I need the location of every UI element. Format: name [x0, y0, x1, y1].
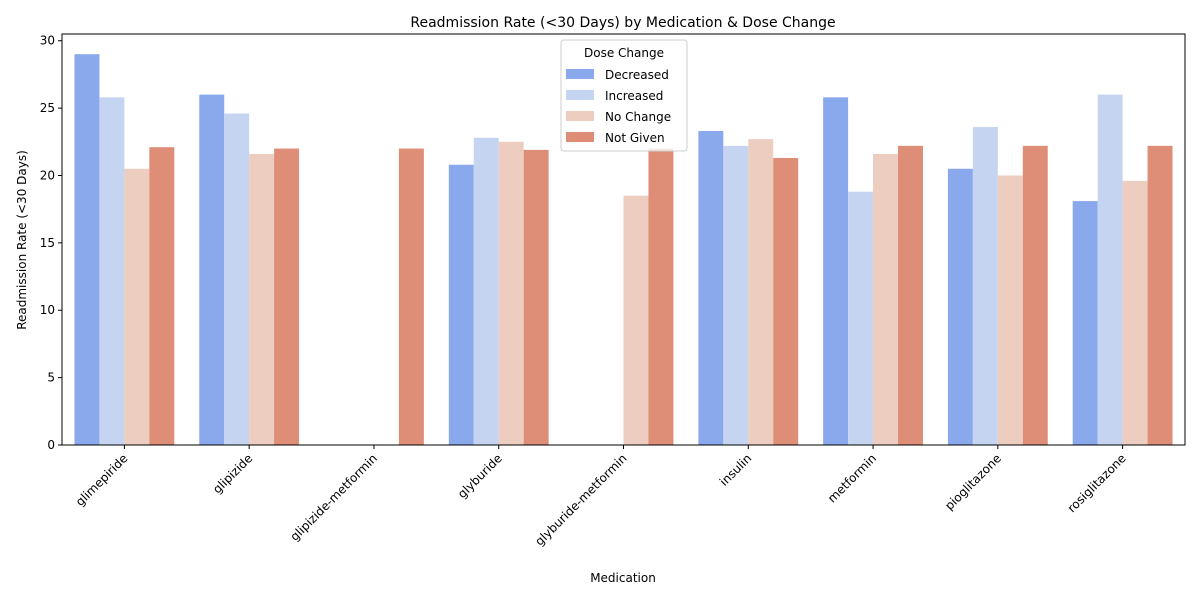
x-tick-label: glimepiride [73, 451, 131, 509]
bar-decreased-glimepiride [74, 54, 100, 446]
bars-group [74, 54, 1173, 446]
x-tick-label: insulin [717, 451, 755, 489]
x-tick-label: pioglitazone [942, 451, 1004, 513]
legend-title: Dose Change [584, 46, 664, 60]
bar-no-change-glipizide [249, 153, 275, 445]
bar-no-change-glimepiride [124, 168, 150, 445]
bar-decreased-pioglitazone [947, 168, 973, 445]
legend-frame [560, 39, 688, 152]
legend-label: Increased [605, 89, 663, 103]
bar-increased-glimepiride [99, 97, 125, 445]
bar-not-given-glyburide [523, 149, 549, 445]
legend: Dose Change Decreased Increased No Change N… [560, 39, 688, 152]
legend-label: Decreased [605, 68, 669, 82]
legend-swatch [566, 69, 594, 79]
bar-increased-glyburide [473, 137, 499, 445]
bar-increased-insulin [723, 145, 749, 445]
bar-no-change-insulin [748, 139, 774, 446]
bar-not-given-glipizide-metformin [398, 148, 424, 446]
bar-not-given-insulin [773, 157, 799, 445]
bar-decreased-glyburide [448, 164, 474, 445]
y-tick-label: 30 [40, 34, 55, 48]
legend-swatch [566, 132, 594, 142]
y-tick-label: 10 [40, 303, 55, 317]
legend-entries: Decreased Increased No Change Not Given [566, 68, 671, 145]
bar-not-given-pioglitazone [1022, 145, 1048, 445]
chart-title: Readmission Rate (<30 Days) by Medicatio… [410, 15, 835, 31]
x-tick-label: metformin [825, 451, 879, 505]
bar-increased-pioglitazone [972, 126, 998, 445]
legend-label: No Change [605, 110, 671, 124]
y-tick-label: 0 [47, 438, 55, 452]
bar-increased-metformin [848, 191, 874, 445]
y-axis-label: Readmission Rate (<30 Days) [15, 150, 29, 330]
bar-not-given-glipizide [274, 148, 300, 446]
x-tick-label: glipizide-metformin [288, 451, 381, 544]
x-tick-label: glipizide [210, 451, 255, 496]
y-tick-label: 25 [40, 101, 55, 115]
bar-no-change-rosiglitazone [1122, 180, 1148, 445]
plot-frame [61, 33, 1186, 446]
legend-swatch [566, 90, 594, 100]
legend-label: Not Given [605, 131, 665, 145]
legend-swatch [566, 111, 594, 121]
y-axis: 0 5 10 15 20 25 30 [40, 34, 62, 452]
bar-not-given-glimepiride [149, 147, 175, 445]
y-tick-label: 20 [40, 168, 55, 182]
bar-no-change-metformin [873, 153, 899, 445]
bar-decreased-rosiglitazone [1072, 201, 1098, 445]
bar-decreased-metformin [823, 97, 849, 445]
bar-increased-glipizide [224, 113, 250, 445]
y-tick-label: 5 [47, 371, 55, 385]
x-tick-label: glyburide-metformin [532, 451, 629, 548]
bar-decreased-insulin [698, 131, 724, 445]
x-axis: glimepiride glipizide glipizide-metformin g… [73, 445, 1129, 549]
x-tick-label: rosiglitazone [1065, 451, 1129, 515]
x-tick-label: glyburide [455, 451, 505, 501]
bar-no-change-pioglitazone [997, 175, 1023, 446]
bar-no-change-glyburide-metformin [623, 195, 649, 445]
bar-not-given-metformin [898, 145, 923, 445]
bar-decreased-glipizide [199, 94, 225, 445]
bar-increased-rosiglitazone [1097, 94, 1123, 445]
bar-no-change-glyburide [498, 141, 524, 446]
x-axis-label: Medication [590, 571, 656, 585]
y-tick-label: 15 [40, 236, 55, 250]
bar-not-given-glyburide-metformin [648, 148, 674, 446]
bar-not-given-rosiglitazone [1147, 145, 1173, 445]
